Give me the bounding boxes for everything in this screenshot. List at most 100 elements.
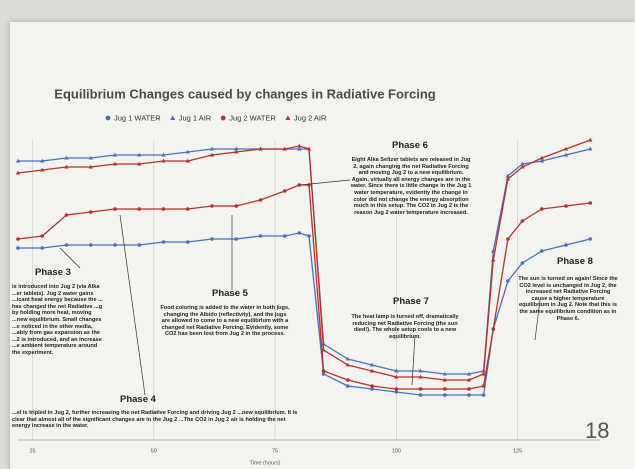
- point: [234, 149, 239, 154]
- point: [282, 234, 287, 238]
- point: [563, 146, 569, 151]
- point: [15, 158, 21, 163]
- point: [306, 146, 312, 151]
- point: [137, 161, 142, 166]
- point: [185, 158, 190, 163]
- point: [40, 167, 45, 172]
- point: [234, 237, 239, 241]
- point: [505, 173, 511, 178]
- point: [345, 362, 350, 367]
- pointer-line: [411, 334, 416, 386]
- phase-label: Phase 8: [557, 256, 593, 267]
- point: [234, 204, 239, 208]
- point: [370, 387, 374, 391]
- point: [443, 387, 447, 391]
- point: [88, 164, 93, 169]
- point: [418, 374, 423, 379]
- point: [258, 198, 263, 202]
- point: [297, 231, 302, 235]
- legend-item: Jug 1 AIR: [170, 113, 212, 122]
- point: [185, 240, 190, 244]
- series-line: [17, 184, 591, 390]
- point: [185, 207, 190, 211]
- point: [520, 261, 525, 265]
- point: [40, 246, 45, 250]
- point: [88, 210, 93, 214]
- legend-label: Jug 1 AIR: [179, 113, 212, 122]
- page-number: 18: [585, 418, 610, 443]
- point: [588, 146, 593, 151]
- legend-item: Jug 2 WATER: [220, 113, 276, 122]
- legend-item: Jug 2 AIR: [285, 113, 327, 122]
- point: [442, 377, 447, 382]
- point: [345, 356, 350, 361]
- point: [394, 374, 399, 379]
- legend-marker: [105, 115, 111, 121]
- point: [282, 189, 287, 193]
- point: [282, 146, 287, 151]
- point: [540, 249, 544, 253]
- phase-label: Phase 7: [393, 296, 429, 307]
- phase-note: is introduced into Jug 2 (via Alka ...er…: [12, 284, 103, 356]
- point: [505, 176, 511, 181]
- point: [321, 347, 326, 352]
- point: [563, 152, 569, 157]
- point: [113, 243, 117, 247]
- point: [467, 387, 471, 391]
- point: [564, 243, 568, 247]
- phase-note: ...el is tripled in Jug 2, further incre…: [12, 410, 298, 430]
- pointer-line: [119, 214, 146, 396]
- point: [185, 149, 190, 154]
- point: [506, 237, 510, 241]
- point: [394, 387, 399, 391]
- point: [467, 393, 471, 397]
- point: [442, 371, 447, 376]
- phase-label: Phase 6: [392, 140, 428, 151]
- point: [588, 137, 593, 142]
- legend-marker: [170, 115, 176, 120]
- point: [88, 155, 93, 160]
- point: [369, 362, 375, 367]
- point: [321, 372, 326, 376]
- phase-label: Phase 5: [212, 288, 248, 299]
- legend-label: Jug 1 WATER: [114, 113, 161, 122]
- point: [161, 152, 166, 157]
- point: [394, 368, 399, 373]
- point: [588, 237, 593, 241]
- point: [137, 152, 142, 157]
- legend-marker: [285, 115, 291, 120]
- point: [307, 234, 311, 238]
- point: [113, 207, 117, 211]
- phase-label: Phase 3: [35, 267, 71, 278]
- point: [418, 393, 423, 397]
- phase-note: Food coloring is added to the water in b…: [160, 305, 290, 338]
- point: [321, 369, 326, 373]
- legend-item: Jug 1 WATER: [105, 113, 161, 122]
- point: [481, 393, 486, 397]
- legend-label: Jug 2 AIR: [294, 113, 327, 122]
- point: [234, 146, 239, 151]
- point: [588, 201, 593, 205]
- point: [210, 237, 214, 241]
- pointer-line: [59, 247, 81, 269]
- point: [466, 371, 472, 376]
- point: [297, 146, 302, 151]
- point: [161, 207, 166, 211]
- point: [40, 234, 45, 238]
- phase-note: Eight Alka Seltzer tablets are released …: [350, 157, 472, 216]
- point: [137, 243, 142, 247]
- point: [491, 327, 496, 331]
- point: [506, 279, 510, 283]
- point: [491, 257, 496, 262]
- x-tick-label: 100: [392, 448, 401, 454]
- point: [481, 371, 486, 376]
- point: [369, 368, 375, 373]
- legend-marker: [220, 115, 226, 121]
- phase-label: Phase 4: [120, 394, 156, 405]
- point: [209, 152, 215, 157]
- chart-title: Equilibrium Changes caused by changes in…: [54, 86, 435, 101]
- point: [64, 213, 69, 217]
- point: [481, 384, 486, 388]
- series-line: [17, 139, 591, 381]
- point: [210, 204, 214, 208]
